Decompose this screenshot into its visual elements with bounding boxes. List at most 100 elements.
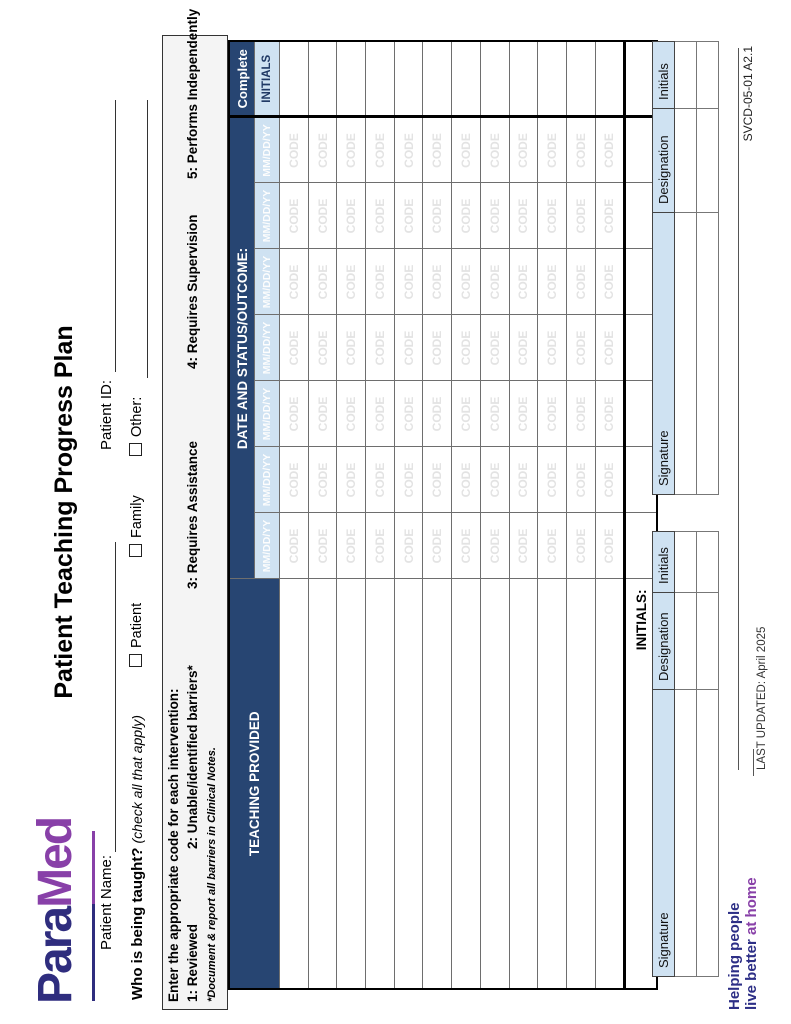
teaching-provided-cell[interactable] <box>365 579 395 989</box>
code-cell[interactable]: CODE <box>566 315 596 381</box>
code-cell[interactable]: CODE <box>451 447 481 513</box>
code-cell[interactable]: CODE <box>279 116 309 183</box>
code-cell[interactable]: CODE <box>336 249 366 315</box>
code-cell[interactable]: CODE <box>308 183 337 249</box>
other-input-line[interactable] <box>130 100 148 378</box>
code-cell[interactable]: CODE <box>422 513 452 579</box>
code-cell[interactable]: CODE <box>336 513 366 579</box>
code-cell[interactable]: CODE <box>480 315 509 381</box>
designation-cell[interactable] <box>696 592 719 690</box>
code-cell[interactable]: CODE <box>480 249 509 315</box>
complete-cell[interactable] <box>336 40 366 117</box>
family-checkbox[interactable] <box>129 544 142 557</box>
code-cell[interactable]: CODE <box>336 116 366 183</box>
code-cell[interactable]: CODE <box>537 447 567 513</box>
teaching-provided-cell[interactable] <box>308 579 337 989</box>
code-cell[interactable]: CODE <box>422 183 452 249</box>
code-cell[interactable]: CODE <box>509 381 538 447</box>
code-cell[interactable]: CODE <box>595 183 625 249</box>
code-cell[interactable]: CODE <box>537 183 567 249</box>
code-cell[interactable]: CODE <box>509 315 538 381</box>
code-cell[interactable]: CODE <box>451 513 481 579</box>
code-cell[interactable]: CODE <box>422 315 452 381</box>
signature-cell[interactable] <box>674 212 697 495</box>
code-cell[interactable]: CODE <box>279 513 309 579</box>
signature-cell[interactable] <box>696 212 719 495</box>
code-cell[interactable]: CODE <box>451 315 481 381</box>
code-cell[interactable]: CODE <box>365 447 395 513</box>
complete-cell[interactable] <box>308 40 337 117</box>
code-cell[interactable]: CODE <box>365 513 395 579</box>
complete-cell[interactable] <box>422 40 452 117</box>
code-cell[interactable]: CODE <box>394 315 423 381</box>
code-cell[interactable]: CODE <box>308 249 337 315</box>
teaching-provided-cell[interactable] <box>480 579 509 989</box>
initials-cell[interactable] <box>674 531 697 593</box>
code-cell[interactable]: CODE <box>365 381 395 447</box>
code-cell[interactable]: CODE <box>566 183 596 249</box>
code-cell[interactable]: CODE <box>595 447 625 513</box>
code-cell[interactable]: CODE <box>480 513 509 579</box>
code-cell[interactable]: CODE <box>509 116 538 183</box>
code-cell[interactable]: CODE <box>308 116 337 183</box>
other-checkbox[interactable] <box>129 443 142 456</box>
code-cell[interactable]: CODE <box>394 447 423 513</box>
signature-cell[interactable] <box>674 689 697 977</box>
code-cell[interactable]: CODE <box>480 381 509 447</box>
initials-cell[interactable] <box>696 41 719 109</box>
complete-cell[interactable] <box>480 40 509 117</box>
code-cell[interactable]: CODE <box>336 315 366 381</box>
code-cell[interactable]: CODE <box>365 315 395 381</box>
signature-cell[interactable] <box>696 689 719 977</box>
code-cell[interactable]: CODE <box>279 183 309 249</box>
code-cell[interactable]: CODE <box>509 249 538 315</box>
code-cell[interactable]: CODE <box>336 447 366 513</box>
teaching-provided-cell[interactable] <box>537 579 567 989</box>
code-cell[interactable]: CODE <box>394 116 423 183</box>
code-cell[interactable]: CODE <box>336 381 366 447</box>
code-cell[interactable]: CODE <box>537 381 567 447</box>
code-cell[interactable]: CODE <box>595 315 625 381</box>
teaching-provided-cell[interactable] <box>509 579 538 989</box>
code-cell[interactable]: CODE <box>336 183 366 249</box>
complete-cell[interactable] <box>365 40 395 117</box>
complete-cell[interactable] <box>595 40 625 117</box>
code-cell[interactable]: CODE <box>394 381 423 447</box>
code-cell[interactable]: CODE <box>279 447 309 513</box>
code-cell[interactable]: CODE <box>480 183 509 249</box>
code-cell[interactable]: CODE <box>480 447 509 513</box>
code-cell[interactable]: CODE <box>422 116 452 183</box>
code-cell[interactable]: CODE <box>537 315 567 381</box>
code-cell[interactable]: CODE <box>365 116 395 183</box>
initials-cell[interactable] <box>674 41 697 109</box>
teaching-provided-cell[interactable] <box>422 579 452 989</box>
teaching-provided-cell[interactable] <box>566 579 596 989</box>
code-cell[interactable]: CODE <box>365 183 395 249</box>
code-cell[interactable]: CODE <box>509 183 538 249</box>
complete-cell[interactable] <box>537 40 567 117</box>
teaching-provided-cell[interactable] <box>336 579 366 989</box>
code-cell[interactable]: CODE <box>394 183 423 249</box>
code-cell[interactable]: CODE <box>422 447 452 513</box>
complete-cell[interactable] <box>279 40 309 117</box>
code-cell[interactable]: CODE <box>509 447 538 513</box>
code-cell[interactable]: CODE <box>595 381 625 447</box>
code-cell[interactable]: CODE <box>537 249 567 315</box>
complete-cell[interactable] <box>394 40 423 117</box>
patient-id-input-line[interactable] <box>98 100 116 372</box>
teaching-provided-cell[interactable] <box>394 579 423 989</box>
code-cell[interactable]: CODE <box>308 381 337 447</box>
code-cell[interactable]: CODE <box>279 249 309 315</box>
code-cell[interactable]: CODE <box>422 381 452 447</box>
code-cell[interactable]: CODE <box>595 116 625 183</box>
code-cell[interactable]: CODE <box>566 513 596 579</box>
teaching-provided-cell[interactable] <box>279 579 309 989</box>
code-cell[interactable]: CODE <box>394 249 423 315</box>
complete-cell[interactable] <box>451 40 481 117</box>
code-cell[interactable]: CODE <box>279 315 309 381</box>
code-cell[interactable]: CODE <box>566 116 596 183</box>
code-cell[interactable]: CODE <box>566 381 596 447</box>
code-cell[interactable]: CODE <box>394 513 423 579</box>
teaching-provided-cell[interactable] <box>595 579 625 989</box>
code-cell[interactable]: CODE <box>365 249 395 315</box>
